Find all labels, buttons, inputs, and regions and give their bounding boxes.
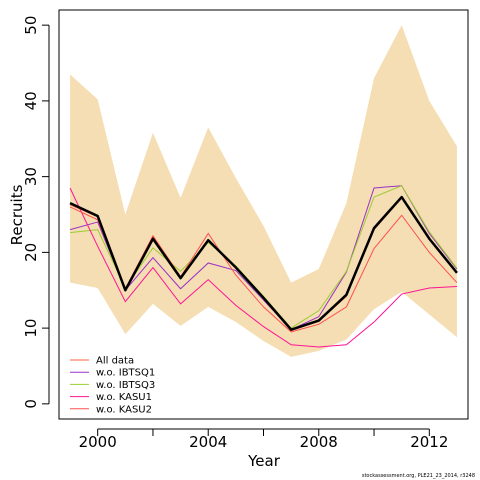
x-axis-title: Year xyxy=(247,452,281,470)
legend-label-3: w.o. IBTSQ3 xyxy=(96,380,155,391)
series-lines-layer xyxy=(69,185,458,348)
base-estimate-line xyxy=(69,195,458,331)
confidence-band-layer xyxy=(70,25,457,357)
x-tick-label-2004: 2004 xyxy=(189,433,227,451)
x-tick-label-2000: 2000 xyxy=(79,433,117,451)
footer-note: stockassessment.org, PLE21_23_2014, r324… xyxy=(362,473,475,479)
legend-label-5: w.o. KASU2 xyxy=(96,404,152,415)
y-tick-label-10: 10 xyxy=(22,319,40,338)
confidence-band xyxy=(70,25,457,357)
legend-label-1: All data xyxy=(96,356,134,367)
y-tick-label-40: 40 xyxy=(22,91,40,110)
y-axis-title: Recruits xyxy=(8,184,26,245)
legend-label-2: w.o. IBTSQ1 xyxy=(96,368,155,379)
x-tick-label-2012: 2012 xyxy=(410,433,448,451)
x-tick-label-2008: 2008 xyxy=(300,433,338,451)
axes-layer: 2000 2004 2008 2012 0 10 20 30 40 50 xyxy=(22,16,448,451)
series-line-2 xyxy=(69,185,458,331)
legend-label-4: w.o. KASU1 xyxy=(96,392,152,403)
y-tick-label-50: 50 xyxy=(22,16,40,35)
series-line-4 xyxy=(69,187,457,348)
plot-frame xyxy=(58,9,469,420)
y-tick-label-20: 20 xyxy=(22,243,40,262)
y-tick-label-0: 0 xyxy=(22,399,40,409)
y-tick-label-30: 30 xyxy=(22,167,40,186)
